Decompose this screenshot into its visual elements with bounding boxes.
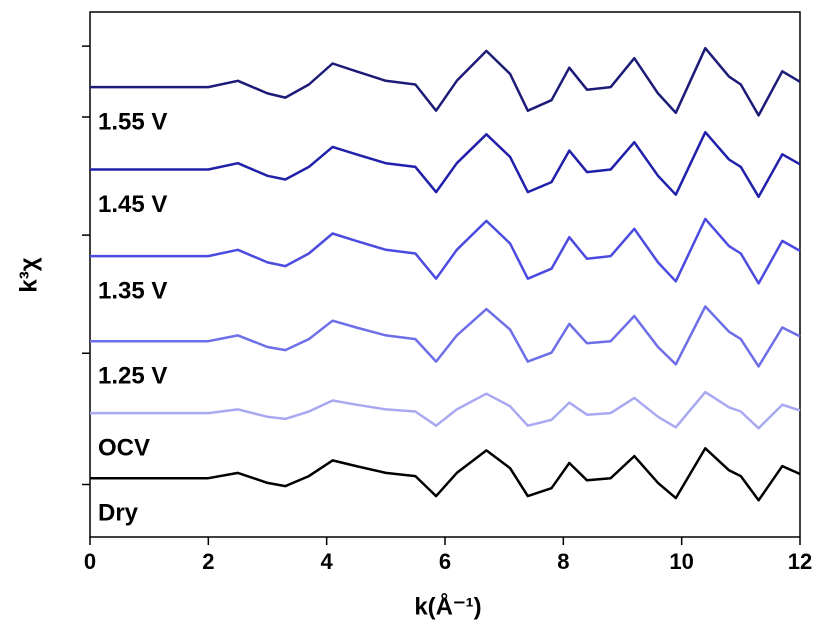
x-tick-label: 0	[84, 549, 96, 574]
series-line	[90, 390, 801, 430]
x-tick-label: 12	[788, 549, 812, 574]
x-tick-label: 2	[202, 549, 214, 574]
series-line	[90, 217, 801, 285]
x-tick-label: 6	[439, 549, 451, 574]
x-axis-label: k(Å⁻¹)	[414, 592, 481, 620]
x-tick-label: 4	[321, 549, 334, 574]
series-label: 1.25 V	[98, 363, 167, 390]
series-line	[90, 305, 801, 368]
y-axis-label: k³χ	[15, 257, 42, 292]
x-tick-label: 10	[669, 549, 693, 574]
series-label: OCV	[98, 434, 150, 461]
series-label: 1.55 V	[98, 108, 167, 135]
plot-frame	[89, 11, 801, 538]
series-label: 1.35 V	[98, 277, 167, 304]
series-line	[90, 130, 801, 199]
series-line	[90, 46, 801, 117]
x-tick-label: 8	[557, 549, 569, 574]
series-line	[90, 447, 801, 502]
series-label: Dry	[98, 500, 139, 527]
series-label: 1.45 V	[98, 191, 167, 218]
